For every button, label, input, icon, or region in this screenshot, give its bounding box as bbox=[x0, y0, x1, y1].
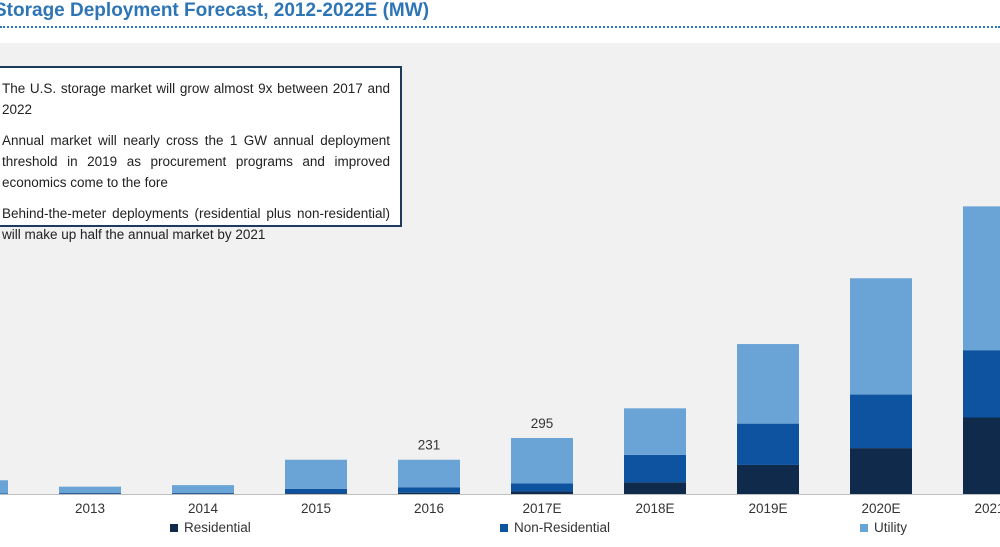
x-tick-label: 2018E bbox=[635, 501, 674, 516]
bar-utility bbox=[59, 486, 121, 493]
x-tick-label: 2021E bbox=[974, 501, 1000, 516]
bar-utility bbox=[624, 408, 686, 455]
bar-utility bbox=[0, 480, 8, 494]
bar-utility bbox=[172, 485, 234, 493]
legend-item-residential: Residential bbox=[170, 520, 251, 535]
chart-title: Storage Deployment Forecast, 2012-2022E … bbox=[0, 0, 430, 21]
callout-box: The U.S. storage market will grow almost… bbox=[0, 66, 402, 242]
bar-non-residential bbox=[285, 488, 347, 494]
bar-non-residential bbox=[398, 487, 460, 493]
bar-non-residential bbox=[737, 423, 799, 465]
bar-utility bbox=[285, 459, 347, 489]
legend-swatch-residential bbox=[170, 523, 178, 532]
bar-residential bbox=[511, 491, 573, 494]
legend: Residential Non-Residential Utility bbox=[0, 520, 1000, 540]
bar-non-residential bbox=[59, 492, 121, 494]
legend-swatch-utility bbox=[860, 523, 868, 532]
bar-non-residential bbox=[963, 350, 1000, 418]
bar-non-residential bbox=[0, 493, 8, 494]
legend-label-residential: Residential bbox=[184, 520, 251, 535]
title-divider bbox=[0, 26, 1000, 28]
bar-utility bbox=[511, 438, 573, 484]
bar-residential bbox=[285, 493, 347, 494]
x-tick-label: 2019E bbox=[748, 501, 787, 516]
bar-non-residential bbox=[624, 454, 686, 483]
bar-utility bbox=[398, 459, 460, 488]
x-tick-label: 2014 bbox=[188, 501, 219, 516]
bar-residential bbox=[850, 448, 912, 494]
legend-swatch-non-residential bbox=[500, 523, 508, 532]
legend-item-non-residential: Non-Residential bbox=[500, 520, 610, 535]
legend-label-utility: Utility bbox=[874, 520, 907, 535]
x-tick-label: 2013 bbox=[75, 501, 105, 516]
bar-residential bbox=[398, 492, 460, 494]
callout-bullet: The U.S. storage market will grow almost… bbox=[2, 81, 390, 117]
callout-bullet: Annual market will nearly cross the 1 GW… bbox=[2, 133, 390, 190]
bar-utility bbox=[737, 344, 799, 424]
data-label: 295 bbox=[531, 416, 554, 431]
x-tick-label: 2016 bbox=[414, 501, 444, 516]
x-tick-label: 2015 bbox=[301, 501, 331, 516]
legend-item-utility: Utility bbox=[860, 520, 907, 535]
bar-non-residential bbox=[850, 394, 912, 449]
legend-label-non-residential: Non-Residential bbox=[514, 520, 611, 535]
bar-utility bbox=[850, 278, 912, 395]
x-tick-label: 2017E bbox=[522, 501, 561, 516]
bar-non-residential bbox=[511, 483, 573, 492]
bar-utility bbox=[963, 206, 1000, 351]
callout-bullet: Behind-the-meter deployments (residentia… bbox=[2, 206, 390, 242]
data-label: 231 bbox=[418, 438, 441, 453]
bar-non-residential bbox=[172, 492, 234, 494]
bar-residential bbox=[963, 417, 1000, 494]
x-tick-label: 2020E bbox=[861, 501, 900, 516]
bar-residential bbox=[624, 482, 686, 494]
bar-residential bbox=[737, 464, 799, 494]
